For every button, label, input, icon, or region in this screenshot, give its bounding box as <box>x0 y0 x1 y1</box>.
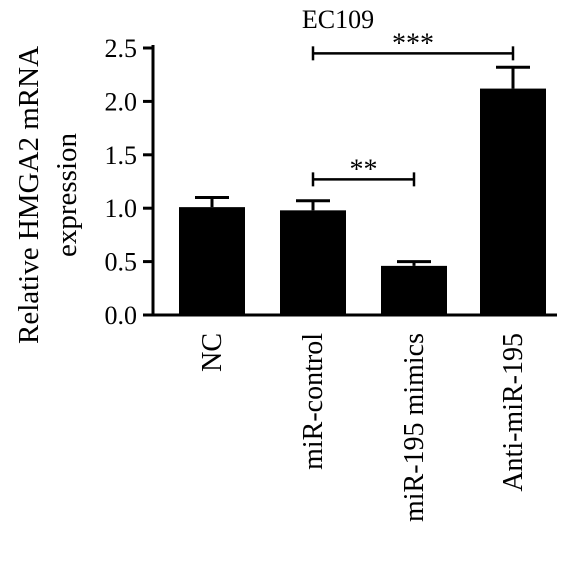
x-tick-label: NC <box>197 333 228 372</box>
chart-title: EC109 <box>302 5 374 34</box>
significance-annotations: ***** <box>311 28 515 187</box>
y-tick-label: 2.5 <box>105 34 138 63</box>
bar <box>381 265 447 315</box>
y-tick-label: 1.0 <box>105 194 138 223</box>
y-tick-label: 0.5 <box>105 248 138 277</box>
x-tick-label: miR-control <box>298 333 329 470</box>
y-axis-label-line2: expression <box>51 132 83 257</box>
bar <box>179 207 245 315</box>
x-tick-label: Anti-miR-195 <box>498 333 529 492</box>
significance-label: *** <box>392 28 434 59</box>
bar <box>480 88 546 315</box>
y-axis-label-line1: Relative HMGA2 mRNA <box>13 46 45 344</box>
bar <box>280 210 346 315</box>
significance-label: ** <box>350 154 378 185</box>
x-axis-tick-labels: NC miR-control miR-195 mimics Anti-miR-195 <box>197 333 529 522</box>
y-tick-label: 0.0 <box>105 301 138 330</box>
y-tick-label: 2.0 <box>105 87 138 116</box>
y-axis-ticks: 0.0 0.5 1.0 1.5 2.0 2.5 <box>105 34 153 330</box>
bars-group <box>179 65 546 315</box>
y-tick-label: 1.5 <box>105 141 138 170</box>
x-tick-label: miR-195 mimics <box>399 333 430 522</box>
